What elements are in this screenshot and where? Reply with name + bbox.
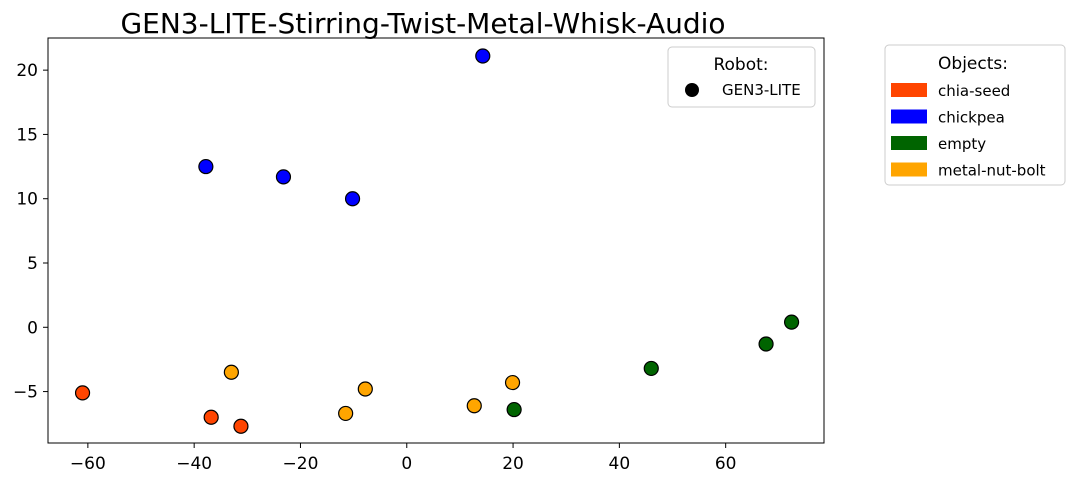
legend-robot-box <box>667 46 816 108</box>
legend-objects-title: Objects: <box>938 54 1008 74</box>
data-point-metal-nut-bolt <box>504 374 521 391</box>
data-point-chickpea <box>198 158 214 175</box>
data-point-metal-nut-bolt <box>466 398 482 414</box>
x-tick-label: 20 <box>502 454 524 474</box>
legend-label-chia-seed: chia-seed <box>938 82 1010 100</box>
y-tick-label: 5 <box>27 254 38 274</box>
data-point-metal-nut-bolt <box>357 381 373 397</box>
y-tick-label: 20 <box>16 61 38 81</box>
data-point-empty <box>643 360 659 377</box>
legend-label-chickpea: chickpea <box>938 109 1005 127</box>
x-tick-label: −20 <box>283 454 319 474</box>
y-tick-label: 0 <box>27 318 38 338</box>
x-tick-label: 0 <box>401 454 412 474</box>
legend-swatch-chia-seed <box>891 83 927 97</box>
plot-frame <box>47 37 825 444</box>
data-point-chickpea <box>275 169 292 185</box>
legend-swatch-empty <box>891 136 927 150</box>
data-point-chia-seed <box>203 409 219 425</box>
data-point-chickpea <box>344 191 361 207</box>
legend-label-empty: empty <box>938 135 986 153</box>
legend-swatch-chickpea <box>891 109 927 124</box>
data-point-chia-seed <box>74 385 91 401</box>
legend-label-metal-nut-bolt: metal-nut-bolt <box>938 162 1046 180</box>
y-tick-label: −5 <box>13 383 38 403</box>
legend-robot: Robot: GEN3-LITE <box>667 46 816 108</box>
legend-swatch-metal-nut-bolt <box>891 162 927 177</box>
legend-robot-marker <box>685 83 699 97</box>
x-tick-label: 60 <box>715 454 737 474</box>
data-point-chickpea <box>475 48 491 64</box>
legend-objects: Objects: chia-seed chickpea empty metal-nut… <box>884 44 1066 186</box>
data-point-empty <box>506 401 522 418</box>
legend-robot-title: Robot: <box>713 55 768 75</box>
x-tick-label: −40 <box>176 454 212 474</box>
data-point-metal-nut-bolt <box>338 405 354 422</box>
data-point-metal-nut-bolt <box>223 364 239 380</box>
y-tick-label: 10 <box>16 190 38 210</box>
legend-robot-label: GEN3-LITE <box>722 81 801 99</box>
chart-title: GEN3-LITE-Stirring-Twist-Metal-Whisk-Aud… <box>120 7 725 40</box>
legend-objects-box <box>884 44 1066 186</box>
x-tick-label: −60 <box>70 454 106 474</box>
data-point-empty <box>758 336 774 352</box>
data-point-empty <box>783 314 800 330</box>
x-tick-label: 40 <box>609 454 631 474</box>
y-tick-label: 15 <box>16 125 38 145</box>
data-point-chia-seed <box>233 418 249 434</box>
